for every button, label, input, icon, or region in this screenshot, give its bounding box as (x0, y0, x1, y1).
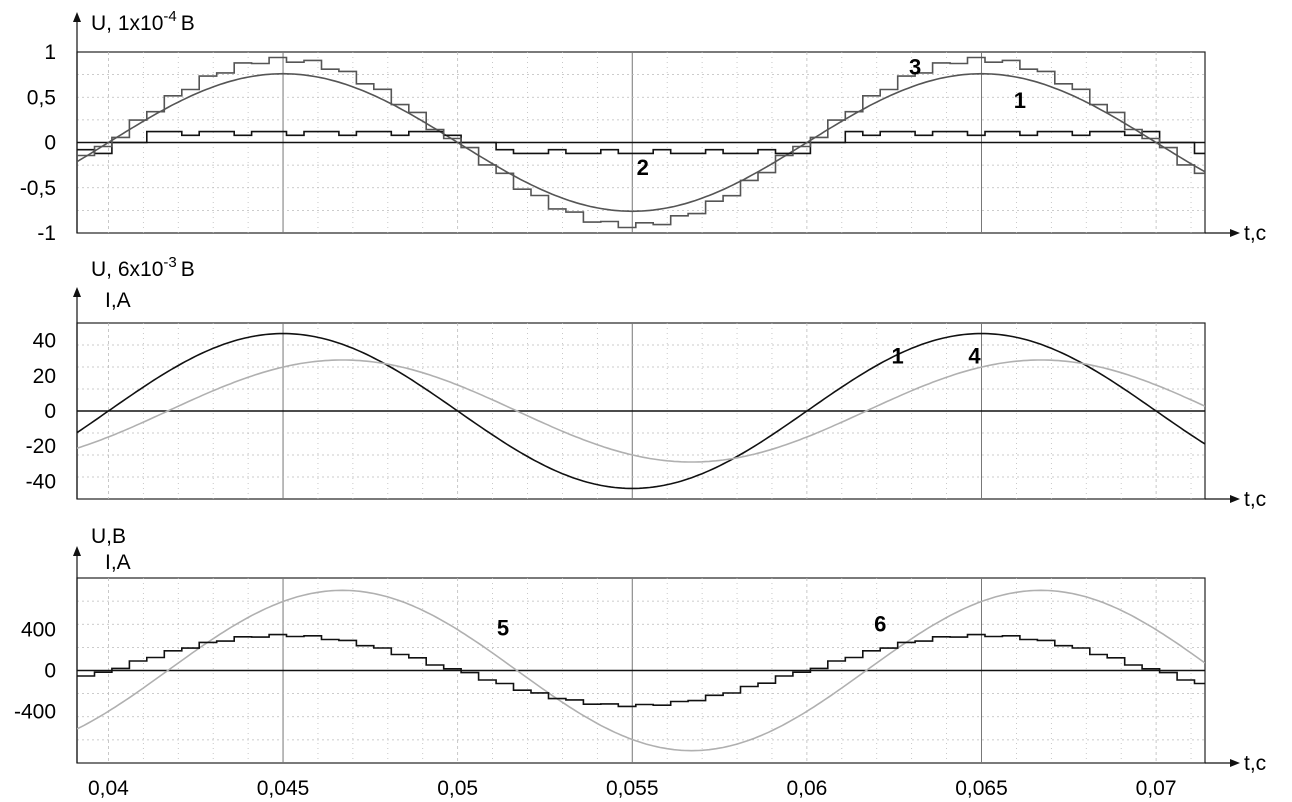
x-tick-label: 0,045 (257, 777, 310, 800)
x-tick-label: 0,04 (88, 777, 129, 800)
curve-label-4: 4 (968, 343, 981, 368)
y-axis-arrow (73, 12, 81, 22)
series-line-2 (77, 130, 1205, 155)
y-axis-arrow (73, 546, 81, 556)
y-axis-label-unit: B (181, 258, 195, 281)
y-axis-label: U, 6x10-3 B (91, 254, 195, 281)
x-axis-label: t,c (1244, 222, 1266, 245)
y-axis-label-exponent: -3 (163, 254, 176, 271)
y-tick-label: 0 (44, 132, 56, 155)
y-axis-label: U, 1x10-4 B (91, 8, 195, 35)
x-tick-label: 0,05 (437, 777, 478, 800)
y-tick-label: 1 (44, 41, 56, 64)
y-tick-label: -0,5 (20, 177, 56, 200)
series-line-6 (77, 633, 1205, 708)
x-axis-arrow (1230, 759, 1240, 767)
curve-label-3: 3 (909, 55, 921, 80)
x-axis-arrow (1230, 495, 1240, 503)
x-axis-arrow (1230, 229, 1240, 237)
x-tick-label: 0,055 (606, 777, 659, 800)
series-line-4 (77, 359, 1205, 463)
y-tick-label: 400 (21, 618, 56, 641)
y-tick-label: 0,5 (27, 86, 56, 109)
x-axis-label: t,c (1244, 752, 1266, 775)
y-axis-label-unit: B (181, 12, 195, 35)
x-tick-label: 0,06 (786, 777, 827, 800)
curve-label-2: 2 (637, 155, 649, 180)
y-tick-label: -40 (26, 470, 56, 493)
y-tick-label: -20 (26, 435, 56, 458)
y-tick-label: 40 (33, 330, 56, 353)
y-tick-label: 0 (44, 400, 56, 423)
y-axis-label-current: I,A (105, 551, 131, 574)
curve-label-1: 1 (892, 343, 904, 368)
series-line-1 (77, 72, 1205, 213)
y-tick-label: 0 (44, 660, 56, 683)
series-line-3 (77, 56, 1205, 229)
curve-label-5: 5 (497, 616, 509, 641)
y-axis-arrow (73, 287, 81, 297)
y-tick-label: 20 (33, 365, 56, 388)
curve-label-1: 1 (1014, 88, 1026, 113)
chart-panel-3: t,c U,B I,A 400 0 -400 0,04 0,045 0,05 0,055 0,06 0… (14, 525, 1266, 800)
x-tick-label: 0,07 (1136, 777, 1177, 800)
x-tick-label: 0,065 (955, 777, 1008, 800)
y-axis-label: U,B (91, 525, 126, 548)
series-line-1 (77, 332, 1205, 490)
y-axis-label-exponent: -4 (163, 8, 176, 25)
y-tick-label: -1 (37, 222, 56, 245)
series-line-5 (77, 589, 1205, 752)
y-tick-label: -400 (14, 701, 56, 724)
y-axis-label-current: I,A (105, 289, 131, 312)
curve-label-6: 6 (874, 611, 886, 636)
x-axis-label: t,c (1244, 488, 1266, 511)
